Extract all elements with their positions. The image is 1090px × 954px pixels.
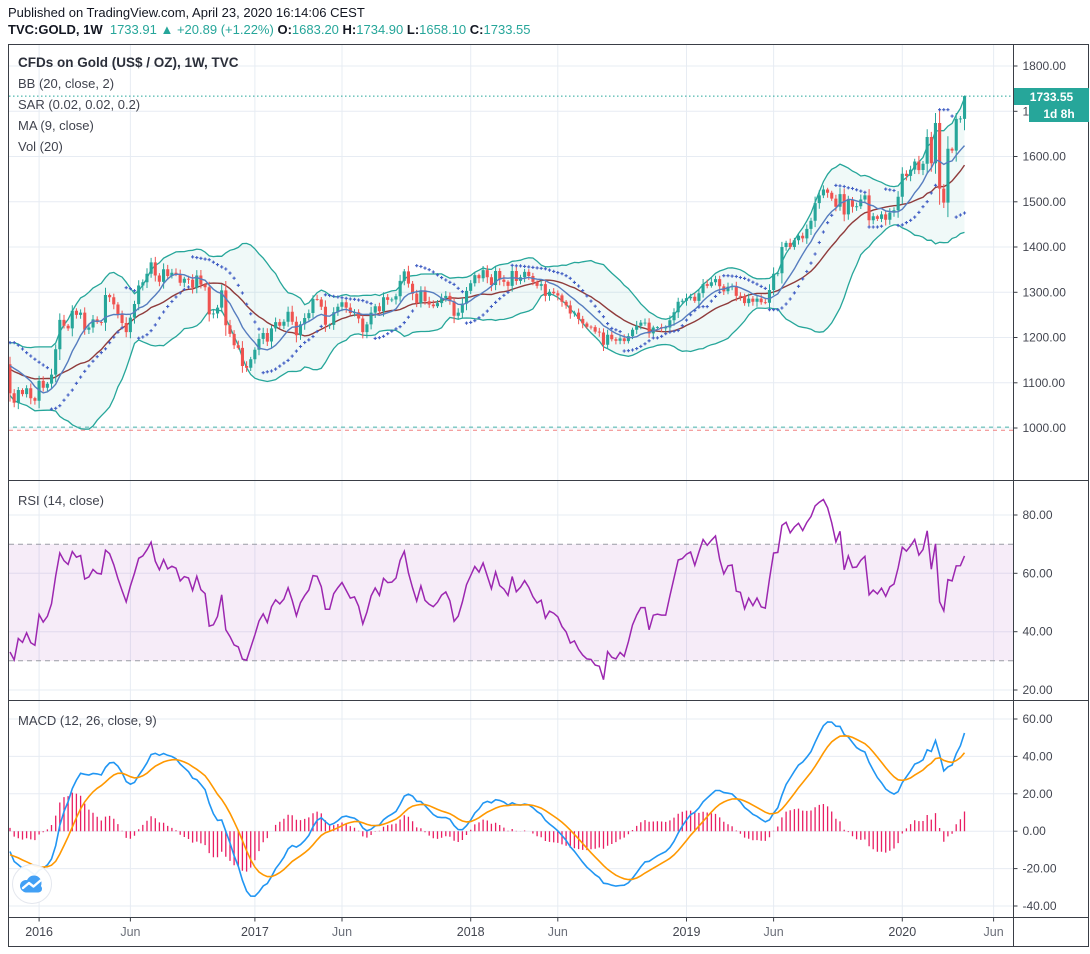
svg-text:-40.00: -40.00 — [1023, 899, 1057, 913]
svg-text:1800.00: 1800.00 — [1023, 59, 1067, 73]
high-label: H: — [342, 22, 357, 37]
bb-band-fill — [9, 97, 965, 430]
macd-pane — [9, 721, 966, 898]
sar-dots — [9, 108, 967, 411]
legend-vol: Vol (20) — [18, 139, 63, 154]
svg-text:-20.00: -20.00 — [1023, 862, 1057, 876]
svg-text:Jun: Jun — [984, 925, 1004, 939]
close-value: 1733.55 — [483, 22, 531, 37]
high-value: 1734.90 — [356, 22, 404, 37]
svg-text:2019: 2019 — [673, 925, 701, 939]
svg-text:Jun: Jun — [332, 925, 352, 939]
svg-text:1200.00: 1200.00 — [1023, 331, 1067, 345]
up-arrow-icon: ▲ — [160, 22, 174, 37]
svg-text:1100.00: 1100.00 — [1023, 376, 1066, 390]
rsi-pane — [9, 498, 1014, 680]
svg-text:60.00: 60.00 — [1023, 566, 1053, 580]
svg-text:20.00: 20.00 — [1023, 787, 1053, 801]
ma9-line — [9, 145, 966, 394]
legend-ma: MA (9, close) — [18, 118, 94, 133]
svg-text:2018: 2018 — [457, 925, 485, 939]
svg-text:1300.00: 1300.00 — [1023, 285, 1067, 299]
last-price: 1733.91 — [109, 22, 157, 37]
svg-text:1400.00: 1400.00 — [1023, 240, 1067, 254]
svg-text:40.00: 40.00 — [1023, 625, 1053, 639]
main-pane-legend: CFDs on Gold (US$ / OZ), 1W, TVC BB (20,… — [18, 52, 239, 157]
svg-text:60.00: 60.00 — [1023, 712, 1053, 726]
symbol-quote-line: TVC:GOLD, 1W 1733.91 ▲ +20.89 (+1.22%) O… — [8, 22, 531, 37]
svg-text:Jun: Jun — [764, 925, 784, 939]
svg-text:2020: 2020 — [888, 925, 916, 939]
rsi-line — [9, 498, 966, 680]
price-axis[interactable] — [1014, 45, 1089, 918]
legend-sar: SAR (0.02, 0.02, 0.2) — [18, 97, 141, 112]
svg-text:0.00: 0.00 — [1023, 824, 1047, 838]
bar-countdown-badge: 1d 8h — [1029, 105, 1089, 122]
svg-text:1000.00: 1000.00 — [1023, 421, 1067, 435]
time-axis[interactable] — [9, 918, 1089, 947]
macd-histogram — [9, 792, 966, 872]
svg-text:Jun: Jun — [548, 925, 568, 939]
price-change: +20.89 (+1.22%) — [176, 22, 274, 37]
published-line: Published on TradingView.com, April 23, … — [8, 5, 365, 20]
macd-line — [9, 721, 966, 898]
svg-text:Jun: Jun — [120, 925, 140, 939]
open-value: 1683.20 — [291, 22, 339, 37]
legend-bb: BB (20, close, 2) — [18, 76, 115, 91]
rsi-pane-legend: RSI (14, close) — [18, 493, 104, 508]
low-label: L: — [406, 22, 420, 37]
chart-title: CFDs on Gold (US$ / OZ), 1W, TVC — [18, 55, 239, 70]
rsi-band-fill — [9, 544, 1014, 661]
close-label: C: — [469, 22, 484, 37]
chart-frame — [8, 44, 1089, 947]
tradingview-logo[interactable] — [12, 864, 52, 904]
axis-labels: 1800.001700.001600.001500.001400.001300.… — [25, 59, 1066, 939]
svg-text:1500.00: 1500.00 — [1023, 195, 1067, 209]
last-price-badge: 1733.55 — [1014, 88, 1089, 105]
bb-basis-line — [9, 164, 966, 380]
macd-pane-legend: MACD (12, 26, close, 9) — [18, 713, 157, 728]
main-pane — [9, 95, 1014, 431]
symbol-name: TVC:GOLD, 1W — [8, 22, 103, 37]
svg-text:20.00: 20.00 — [1023, 683, 1053, 697]
svg-text:2017: 2017 — [241, 925, 269, 939]
macd-signal-line — [9, 735, 966, 881]
axis-tick-marks — [38, 65, 1018, 922]
svg-text:80.00: 80.00 — [1023, 508, 1053, 522]
tradingview-cloud-icon — [20, 875, 42, 893]
svg-text:1600.00: 1600.00 — [1023, 150, 1067, 164]
low-value: 1658.10 — [419, 22, 467, 37]
open-label: O: — [277, 22, 292, 37]
svg-text:40.00: 40.00 — [1023, 749, 1053, 763]
bb-lower-line — [9, 224, 965, 430]
